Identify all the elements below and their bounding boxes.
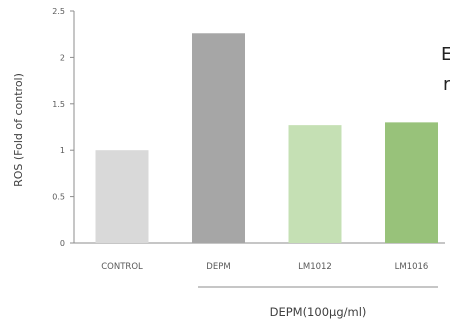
- bar-control: [95, 150, 149, 243]
- x-category-label: LM1012: [298, 262, 332, 272]
- y-tick-label: 0.5: [52, 193, 65, 202]
- y-tick-label: 1.5: [52, 100, 65, 109]
- cropped-text-fragment: r: [443, 74, 450, 95]
- y-tick-label: 2.5: [52, 7, 65, 16]
- y-axis-title: ROS (Fold of control): [12, 73, 25, 187]
- group-label: DEPM(100μg/ml): [270, 305, 367, 319]
- y-tick-label: 1: [60, 146, 65, 155]
- cropped-text-fragment: E: [441, 44, 450, 65]
- y-tick-labels: 0 0.5 1 1.5 2 2.5: [52, 7, 65, 248]
- bar-lm1012: [288, 125, 342, 243]
- y-tick-label: 2: [60, 53, 65, 62]
- bar-depm: [192, 33, 245, 243]
- bars: [95, 33, 438, 243]
- y-tick-label: 0: [60, 239, 65, 248]
- bar-lm1016: [385, 122, 438, 243]
- category-labels: CONTROL DEPM LM1012 LM1016: [101, 262, 428, 272]
- x-category-label: LM1016: [395, 262, 429, 272]
- x-category-label: DEPM: [206, 262, 230, 272]
- x-category-label: CONTROL: [101, 262, 143, 272]
